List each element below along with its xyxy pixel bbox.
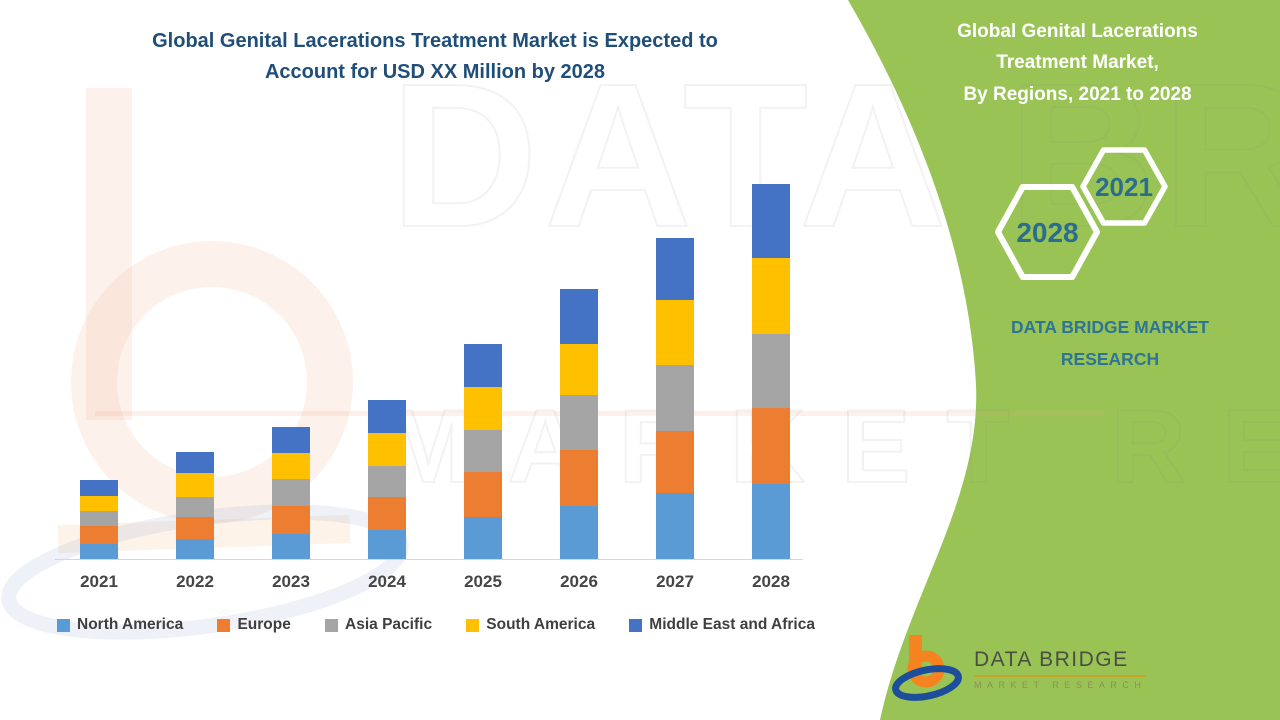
bar-segment-south-america [560,344,598,395]
side-title-line2: Treatment Market, [996,52,1159,74]
legend-item-north-america: North America [57,616,183,634]
brand-line1: DATA BRIDGE MARKET [1011,317,1209,337]
legend-swatch-icon [325,618,339,632]
logo-name: DATA BRIDGE [974,648,1147,677]
x-axis-label-2022: 2022 [176,572,214,591]
bar-segment-south-america [368,433,406,466]
bar-segment-south-america [176,473,214,497]
bar-segment-north-america [464,517,502,559]
hexagon-year-2028: 2028 [1016,217,1078,248]
hexagon-2021-icon: 2021 [1080,147,1168,226]
bar-2024 [368,400,406,559]
bar-segment-north-america [272,534,310,559]
legend-swatch-icon [629,618,643,632]
bar-segment-middle-east-and-africa [656,238,694,300]
dbmr-logo-text: DATA BRIDGE MARKET RESEARCH [974,648,1147,690]
bar-segment-europe [272,506,310,534]
x-axis-label-2028: 2028 [752,572,790,591]
bar-segment-europe [368,497,406,530]
dbmr-logo: DATA BRIDGE MARKET RESEARCH [892,634,1147,704]
bar-segment-north-america [80,544,118,559]
side-title-line3: By Regions, 2021 to 2028 [963,83,1192,105]
bar-segment-middle-east-and-africa [560,289,598,344]
bar-segment-south-america [656,300,694,365]
brand-line2: RESEARCH [1060,348,1160,369]
legend-swatch-icon [57,618,70,632]
bar-segment-south-america [464,387,502,430]
bar-segment-europe [752,408,790,484]
bar-2025 [464,344,502,559]
x-axis-label-2025: 2025 [464,572,502,591]
bar-segment-middle-east-and-africa [272,427,310,453]
bar-segment-north-america [752,484,790,559]
side-title-line1: Global Genital Lacerations [957,21,1198,42]
bar-segment-asia-pacific [368,466,406,497]
bar-segment-asia-pacific [80,511,118,526]
bar-segment-middle-east-and-africa [80,480,118,496]
logo-subtitle: MARKET RESEARCH [974,680,1147,690]
dbmr-logo-icon [892,635,962,701]
legend-swatch-icon [217,618,231,632]
bar-segment-europe [656,431,694,493]
legend-label: South America [486,616,596,633]
bar-segment-south-america [752,258,790,334]
chart-title: Global Genital Lacerations Treatment Mar… [152,30,718,83]
legend-item-middle-east-and-africa: Middle East and Africa [629,616,815,634]
bar-segment-south-america [272,453,310,479]
bar-2021 [80,480,118,559]
bar-segment-south-america [80,496,118,511]
legend-item-asia-pacific: Asia Pacific [325,616,432,634]
bar-segment-europe [464,472,502,517]
bar-segment-middle-east-and-africa [176,452,214,473]
legend-label: Europe [237,616,291,633]
bar-segment-asia-pacific [560,395,598,450]
bar-segment-middle-east-and-africa [752,184,790,258]
x-axis: 2021 2022 2023 2024 2025 2026 2027 2028 [55,572,803,598]
bar-2028 [752,184,790,559]
hexagon-year-2021: 2021 [1095,172,1153,202]
bar-2022 [176,452,214,559]
bar-2023 [272,427,310,559]
legend-swatch-icon [466,618,480,632]
bar-segment-north-america [176,539,214,559]
legend-item-europe: Europe [217,616,291,634]
watermark-gold-line [95,411,1105,416]
bar-segment-middle-east-and-africa [464,344,502,387]
bar-segment-asia-pacific [656,365,694,431]
x-axis-label-2023: 2023 [272,572,310,591]
bar-segment-north-america [656,493,694,559]
bar-segment-asia-pacific [176,497,214,517]
x-axis-label-2021: 2021 [80,572,118,591]
legend-label: North America [77,616,184,633]
chart-legend: North America Europe Asia Pacific South Ame… [57,616,815,634]
legend-label: Middle East and Africa [649,616,815,633]
bar-segment-europe [176,517,214,539]
x-axis-label-2026: 2026 [560,572,598,591]
legend-item-south-america: South America [466,616,595,634]
bar-segment-north-america [560,506,598,559]
year-hexagons: 2021 2028 [995,147,1168,280]
bar-2027 [656,238,694,559]
x-axis-label-2027: 2027 [656,572,694,591]
brand-wordmark: DATA BRIDGE MARKET RESEARCH [955,312,1265,375]
bar-segment-asia-pacific [272,479,310,506]
stacked-bar-chart [55,175,803,560]
bar-segment-asia-pacific [752,334,790,408]
side-panel-title: Global Genital Lacerations Treatment Mar… [905,16,1250,110]
bar-segment-middle-east-and-africa [368,400,406,433]
bar-2026 [560,289,598,559]
bar-segment-north-america [368,530,406,559]
x-axis-label-2024: 2024 [368,572,406,591]
bar-segment-europe [560,450,598,506]
bar-segment-europe [80,526,118,544]
hexagon-2028-icon: 2028 [995,184,1100,280]
bar-segment-asia-pacific [464,430,502,472]
legend-label: Asia Pacific [345,616,433,633]
